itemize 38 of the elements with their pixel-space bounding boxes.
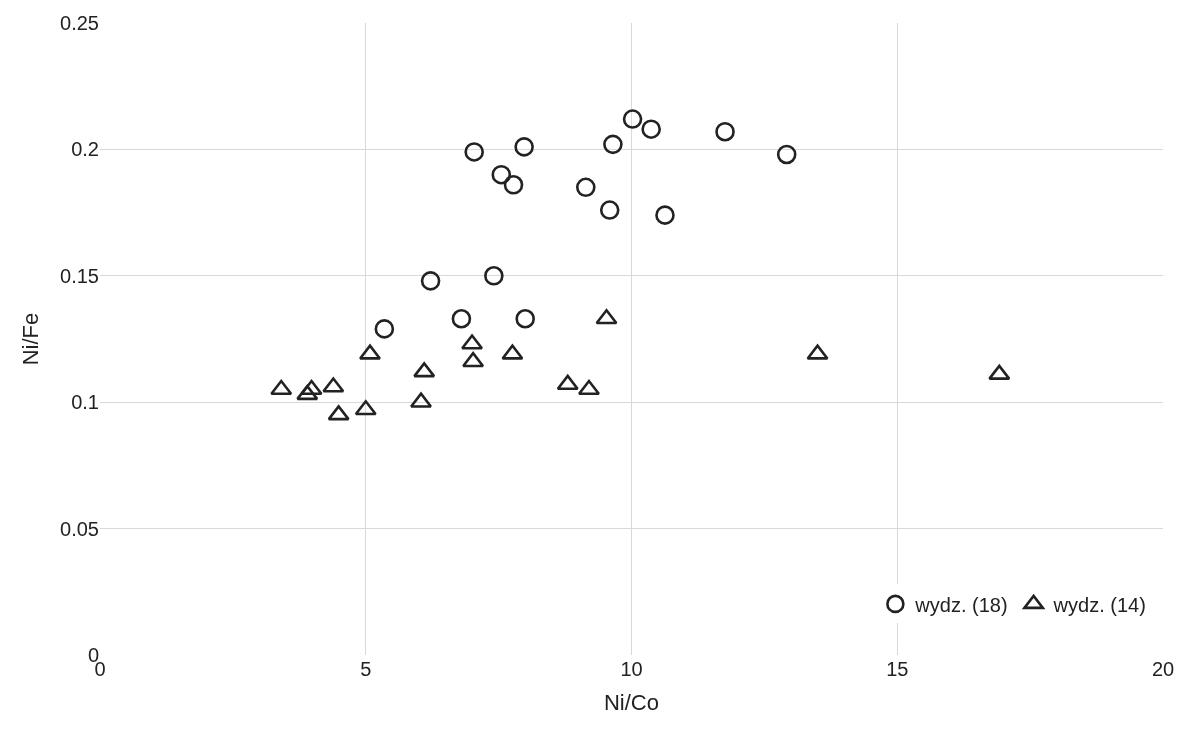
y-tick-label: 0.05: [60, 517, 99, 540]
x-tick-label: 5: [360, 658, 372, 680]
point: [515, 308, 535, 329]
point: [296, 384, 319, 401]
y-tick-label: 0.1: [71, 391, 99, 414]
point: [491, 164, 512, 185]
point: [556, 374, 579, 391]
point: [576, 177, 596, 198]
point: [374, 319, 395, 339]
point: [300, 379, 323, 396]
point: [577, 379, 601, 396]
point: [641, 119, 661, 139]
y-axis-title: Ni/Fe: [17, 312, 43, 366]
point: [514, 137, 534, 157]
point: [420, 271, 441, 291]
point: [622, 109, 643, 129]
point: [464, 142, 484, 162]
point: [503, 174, 524, 195]
point: [451, 308, 472, 329]
point: [776, 144, 797, 165]
legend-label: wydz. (18): [914, 593, 1008, 616]
x-tick-label: 15: [886, 658, 909, 680]
point: [603, 134, 623, 155]
point: [599, 200, 620, 220]
x-axis-title: Ni/Co: [603, 689, 660, 715]
point: [595, 308, 618, 325]
x-tick-label: 10: [620, 658, 643, 680]
point: [484, 266, 504, 286]
point: [715, 121, 735, 142]
y-tick-label: 0.15: [60, 264, 99, 287]
legend-label: wydz. (14): [1052, 593, 1146, 616]
point: [354, 399, 377, 416]
point: [270, 379, 293, 396]
y-tick-label: 0.25: [60, 12, 99, 34]
x-tick-label: 20: [1151, 658, 1175, 680]
point: [462, 351, 485, 368]
point: [655, 205, 675, 225]
y-tick-label: 0.2: [71, 138, 99, 161]
